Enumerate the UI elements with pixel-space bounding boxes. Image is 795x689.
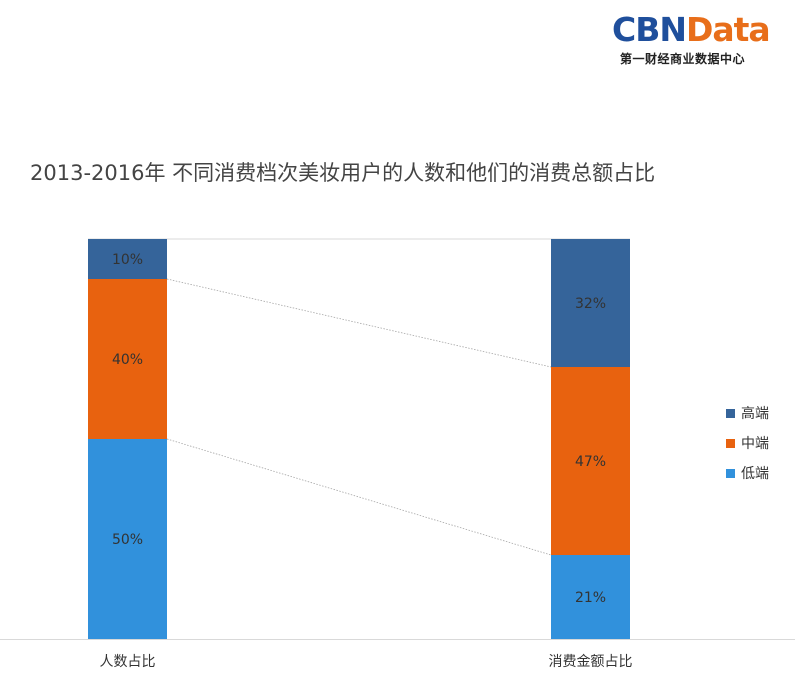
- logo-data-text: Data: [686, 10, 771, 49]
- logo-subtitle: 第一财经商业数据中心: [620, 52, 746, 66]
- chart-title: 2013-2016年 不同消费档次美妆用户的人数和他们的消费总额占比: [30, 161, 656, 185]
- connector-line: [166, 438, 552, 556]
- data-label: 50%: [112, 532, 143, 548]
- legend-label: 中端: [741, 436, 769, 452]
- legend-swatch: [726, 408, 735, 418]
- legend-item: 低端: [726, 458, 769, 488]
- x-tick-label: 消费金额占比: [549, 654, 633, 670]
- x-tick-label: 人数占比: [100, 654, 156, 670]
- logo-cbn-text: CBN: [612, 10, 687, 49]
- legend-swatch: [726, 468, 735, 478]
- data-label: 40%: [112, 352, 143, 368]
- legend-swatch: [726, 438, 735, 448]
- data-label: 32%: [575, 296, 606, 312]
- bar-segment: [551, 367, 630, 555]
- legend-item: 高端: [726, 398, 769, 428]
- cbndata-logo: CBNData 第一财经商业数据中心: [612, 10, 787, 70]
- data-label: 21%: [575, 590, 606, 606]
- connector-line: [166, 278, 552, 368]
- bar-segment: [88, 439, 167, 639]
- legend-label: 高端: [741, 406, 769, 422]
- data-label: 10%: [112, 252, 143, 268]
- chart-legend: 高端 中端 低端: [726, 398, 769, 488]
- legend-label: 低端: [741, 466, 769, 482]
- legend-item: 中端: [726, 428, 769, 458]
- bar-segment: [88, 239, 167, 279]
- bar-segment: [88, 279, 167, 439]
- bar-segment: [551, 555, 630, 639]
- bar-segment: [551, 239, 630, 367]
- data-label: 47%: [575, 454, 606, 470]
- logo-wordmark: CBNData: [612, 10, 771, 50]
